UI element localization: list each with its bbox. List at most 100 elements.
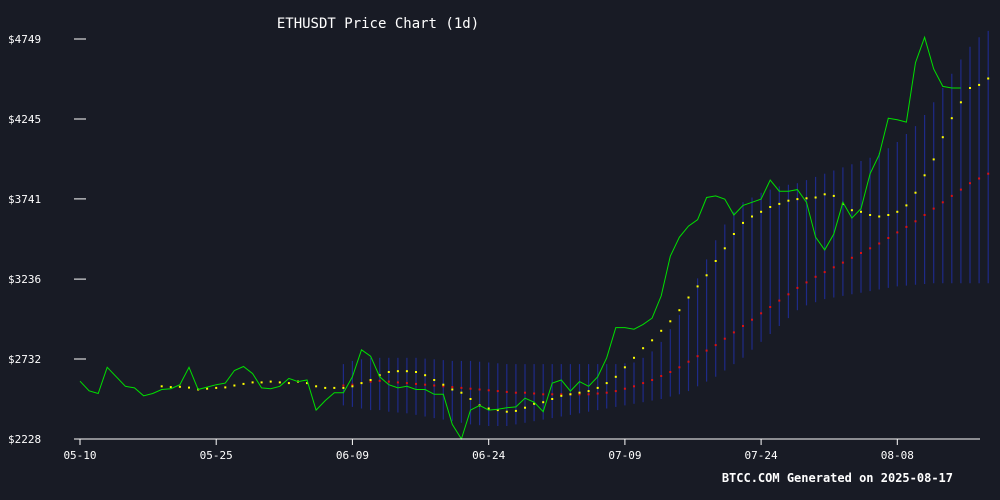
ma-short-dot (614, 375, 617, 378)
ma-long-dot (442, 385, 445, 388)
ma-short-dot (869, 214, 872, 216)
ma-short-dot (278, 381, 281, 384)
ma-short-dot (524, 406, 526, 409)
y-tick-label: $2228 (8, 433, 41, 446)
ma-short-dot (787, 199, 790, 202)
ma-short-dot (405, 370, 408, 373)
ma-short-dot (769, 206, 772, 208)
ma-short-dot (387, 371, 390, 373)
ma-long-dot (614, 390, 617, 393)
ma-long-dot (651, 379, 654, 381)
ma-long-dot (560, 393, 563, 396)
ma-long-dot (860, 252, 862, 254)
ma-short-dot (342, 386, 345, 389)
chart-title: ETHUSDT Price Chart (1d) (277, 16, 479, 32)
ma-short-dot (542, 401, 545, 404)
ma-short-dot (723, 247, 726, 250)
ma-long-dot (633, 385, 635, 388)
ma-long-dot (887, 237, 890, 239)
ma-short-dot (678, 309, 681, 312)
ma-short-dot (587, 390, 590, 393)
ma-long-dot (987, 172, 990, 175)
ma-short-dot (224, 386, 227, 389)
ma-long-dot (732, 331, 735, 334)
y-ticks: $2228 $2732 $3236 $3741 $4245 $4749 (8, 33, 86, 446)
x-tick-label: 08-08 (881, 449, 914, 462)
ma-long-dot (587, 393, 590, 396)
ma-short-dot (878, 215, 881, 218)
ma-long-dot (505, 390, 508, 393)
x-ticks: 05-10 05-25 06-09 06-24 07-09 07-24 08-08 (63, 439, 914, 462)
ma-short-dot (896, 210, 899, 213)
ma-short-dot (914, 191, 917, 194)
ma-long-dot (978, 177, 981, 180)
ma-long-dot (669, 371, 672, 373)
ma-long-dot (642, 382, 645, 385)
ma-short-dot (814, 196, 817, 199)
ma-short-dot (860, 210, 862, 213)
ma-long-dot (850, 256, 853, 259)
ma-short-dot (905, 204, 908, 207)
ma-long-dot (914, 220, 917, 223)
ma-long-dot (424, 383, 427, 386)
y-tick-label: $3741 (8, 193, 41, 206)
ma-short-dot (160, 385, 163, 388)
ma-long-dot (405, 382, 408, 385)
ma-long-dot (605, 391, 608, 394)
ma-long-dot (950, 194, 953, 197)
ma-long-dot (705, 349, 708, 352)
ma-long-dot (969, 182, 971, 185)
ma-short-dot (959, 101, 962, 104)
ma-short-dot (596, 386, 599, 389)
ma-short-dot (269, 380, 272, 383)
ma-short-dot (496, 409, 499, 412)
ma-long-dot (959, 188, 962, 191)
ma-long-dot (478, 388, 481, 391)
ma-short-dot (360, 382, 363, 385)
ma-short-dot (732, 233, 735, 235)
ma-short-dot (642, 347, 645, 350)
ma-short-dot (714, 260, 717, 262)
ma-long-dot (823, 271, 826, 274)
ma-short-dot (551, 398, 554, 400)
ma-short-dot (287, 382, 290, 385)
ma-short-dot (351, 385, 354, 388)
ma-long-dot (923, 214, 926, 216)
ma-long-dot (696, 355, 699, 358)
ma-long-dot (814, 275, 817, 278)
ma-long-dot (878, 242, 881, 245)
ma-short-dot (533, 402, 536, 405)
ma-short-dot (932, 158, 935, 161)
x-tick-label: 06-09 (336, 449, 369, 462)
x-tick-label: 05-25 (200, 449, 233, 462)
ma-short-dot (306, 382, 308, 385)
series-layer (79, 35, 990, 441)
ma-short-dot (242, 382, 245, 385)
ma-short-dot (605, 382, 608, 385)
ma-short-dot (215, 386, 218, 389)
ma-short-dot (378, 374, 381, 377)
ma-short-dot (669, 320, 672, 323)
ma-short-dot (505, 410, 508, 413)
ma-short-dot (251, 381, 254, 384)
ma-short-dot (324, 386, 327, 389)
ma-short-dot (578, 391, 581, 394)
ma-short-dot (315, 385, 318, 388)
ma-long-dot (596, 392, 599, 395)
ma-short-dot (433, 379, 436, 381)
x-tick-label: 07-09 (608, 449, 641, 462)
ma-long-dot (551, 393, 554, 396)
ma-long-dot (623, 387, 626, 390)
ma-long-dot (415, 382, 417, 385)
ma-short-dot (941, 136, 944, 139)
ma-short-dot (987, 77, 990, 80)
ma-short-dot (805, 197, 808, 200)
ma-short-dot (850, 209, 853, 212)
footer-credit: BTCC.COM Generated on 2025-08-17 (722, 471, 953, 485)
ma-long-dot (932, 207, 935, 210)
ma-short-dot (233, 384, 236, 387)
ma-short-dot (469, 398, 472, 400)
ma-long-dot (496, 390, 499, 393)
